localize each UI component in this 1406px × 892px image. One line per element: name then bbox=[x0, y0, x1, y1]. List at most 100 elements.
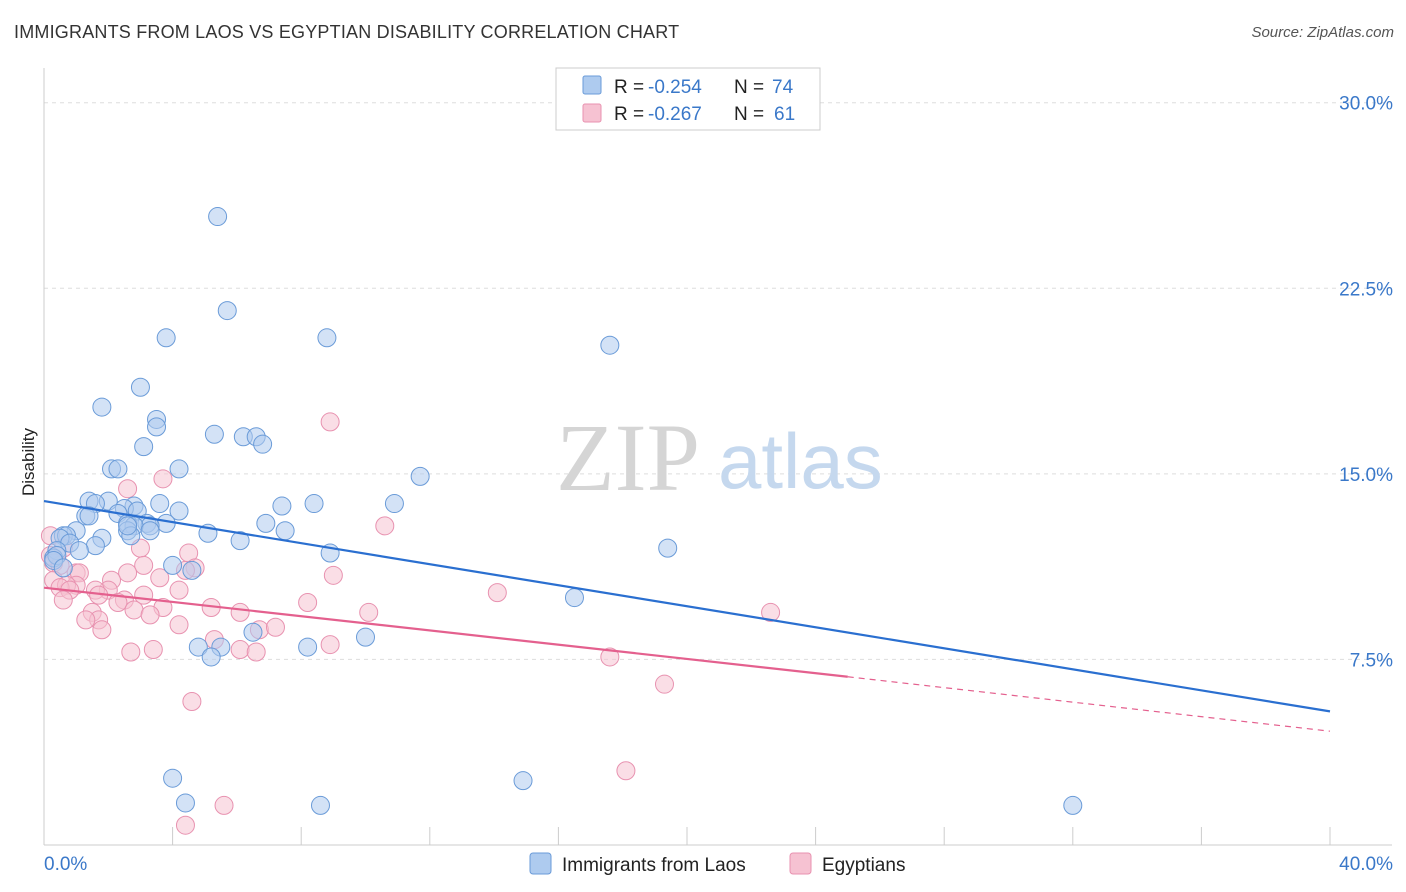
egyptians-point bbox=[175, 815, 195, 835]
laos-point bbox=[150, 494, 170, 514]
y-tick-label: 22.5% bbox=[1339, 279, 1393, 300]
laos-point bbox=[53, 558, 73, 578]
y-tick-label: 7.5% bbox=[1350, 650, 1393, 671]
laos-point bbox=[217, 301, 237, 321]
trendlines bbox=[43, 500, 1331, 732]
egyptians-point bbox=[616, 761, 636, 781]
y-axis-label: Disability bbox=[19, 427, 38, 496]
laos-point bbox=[163, 768, 183, 788]
watermark: ZIP atlas bbox=[556, 404, 883, 511]
laos-point bbox=[188, 637, 208, 657]
laos-n-label: N = bbox=[734, 77, 764, 98]
egyptians-point bbox=[143, 640, 163, 660]
laos-point bbox=[272, 496, 292, 516]
laos-point bbox=[156, 513, 176, 533]
egyptians-point bbox=[153, 469, 173, 489]
source-credit: Source: ZipAtlas.com bbox=[1251, 24, 1394, 41]
laos-point bbox=[253, 434, 273, 454]
laos-point bbox=[600, 335, 620, 355]
y-tick-label: 15.0% bbox=[1339, 465, 1393, 486]
laos-point bbox=[564, 588, 584, 608]
laos-point bbox=[175, 793, 195, 813]
egyptians-point bbox=[121, 642, 141, 662]
egyptians-trendline-extension bbox=[847, 676, 1331, 732]
y-tick-label: 30.0% bbox=[1339, 94, 1393, 115]
laos-point bbox=[1063, 795, 1083, 815]
laos-point bbox=[256, 513, 276, 533]
egyptians-point bbox=[320, 635, 340, 655]
egyptians-point bbox=[92, 620, 112, 640]
egyptians-point bbox=[53, 590, 73, 610]
laos-point bbox=[304, 494, 324, 514]
watermark-atlas: atlas bbox=[718, 417, 883, 505]
x-tick-label: 0.0% bbox=[44, 854, 87, 875]
egyptians-r-label: R = bbox=[614, 104, 644, 125]
egyptians-point bbox=[118, 563, 138, 583]
egyptians-legend-swatch bbox=[582, 103, 602, 123]
chart-title: IMMIGRANTS FROM LAOS VS EGYPTIAN DISABIL… bbox=[14, 22, 680, 42]
laos-point bbox=[147, 417, 167, 437]
laos-series-label: Immigrants from Laos bbox=[562, 855, 746, 876]
laos-point bbox=[410, 466, 430, 486]
laos-point bbox=[356, 627, 375, 647]
watermark-zip: ZIP bbox=[556, 404, 700, 511]
egyptians-point bbox=[230, 602, 250, 622]
laos-point bbox=[140, 521, 160, 541]
laos-r-label: R = bbox=[614, 77, 644, 98]
gridlines bbox=[44, 102, 1392, 660]
laos-point bbox=[317, 328, 337, 348]
egyptians-point bbox=[323, 565, 343, 585]
egyptians-point bbox=[320, 412, 340, 432]
stats-legend: R = -0.254 N = 74 R = -0.267 N = 61 bbox=[555, 67, 821, 131]
y-tick-labels: 7.5% 15.0% 22.5% 30.0% bbox=[1339, 94, 1393, 672]
egyptians-series-swatch bbox=[789, 852, 812, 875]
laos-point bbox=[182, 560, 202, 580]
laos-point bbox=[169, 501, 189, 521]
laos-point bbox=[92, 397, 112, 417]
laos-point bbox=[201, 647, 221, 667]
egyptians-point bbox=[600, 647, 620, 667]
laos-point bbox=[513, 771, 533, 791]
laos-point bbox=[658, 538, 678, 558]
series-legend: Immigrants from Laos Egyptians bbox=[529, 852, 905, 876]
egyptians-point bbox=[359, 602, 379, 622]
laos-point bbox=[69, 541, 89, 561]
laos-point bbox=[79, 506, 99, 526]
egyptians-point bbox=[76, 610, 96, 630]
egyptians-point bbox=[169, 615, 189, 635]
laos-point bbox=[85, 536, 105, 556]
egyptians-point bbox=[140, 605, 160, 625]
laos-points bbox=[44, 207, 1083, 815]
egyptians-point bbox=[654, 674, 674, 694]
egyptians-point bbox=[124, 600, 144, 620]
x-tick-label: 40.0% bbox=[1339, 854, 1393, 875]
laos-r-value: -0.254 bbox=[648, 77, 702, 98]
egyptians-point bbox=[487, 583, 507, 603]
laos-n-value: 74 bbox=[772, 77, 794, 98]
egyptians-point bbox=[375, 516, 395, 536]
laos-point bbox=[118, 516, 138, 536]
egyptians-point bbox=[265, 617, 285, 637]
egyptians-point bbox=[298, 593, 318, 613]
laos-point bbox=[275, 521, 295, 541]
egyptians-point bbox=[150, 568, 170, 588]
egyptians-point bbox=[230, 640, 250, 660]
egyptians-n-value: 61 bbox=[774, 104, 795, 125]
laos-point bbox=[163, 555, 183, 575]
laos-point bbox=[243, 622, 263, 642]
laos-trendline bbox=[43, 500, 1331, 713]
laos-point bbox=[230, 531, 250, 551]
egyptians-point bbox=[108, 593, 128, 613]
laos-point bbox=[384, 494, 404, 514]
x-tick-labels: 0.0% 40.0% bbox=[44, 854, 1393, 875]
egyptians-point bbox=[214, 795, 234, 815]
laos-point bbox=[134, 437, 154, 457]
laos-point bbox=[108, 459, 128, 479]
laos-point bbox=[156, 328, 176, 348]
laos-point bbox=[208, 207, 228, 227]
laos-point bbox=[130, 377, 150, 397]
egyptians-point bbox=[182, 691, 202, 711]
laos-legend-swatch bbox=[582, 75, 602, 95]
egyptians-point bbox=[246, 642, 266, 662]
laos-point bbox=[298, 637, 318, 657]
